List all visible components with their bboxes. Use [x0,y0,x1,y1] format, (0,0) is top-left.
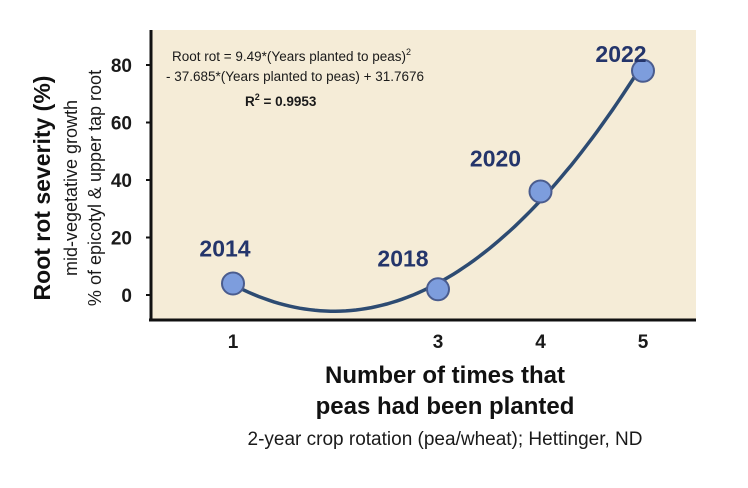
r-squared-exponent: 2 [255,92,260,102]
x-axis-title-line-1: Number of times that [325,362,565,389]
point-label-2018: 2018 [377,245,428,271]
y-axis-title: Root rot severity (%) [29,76,55,301]
point-labels: 2014 2018 2020 2022 [199,41,646,272]
data-point-2014 [221,271,245,296]
equation-line-1: Root rot = 9.49*(Years planted to peas)2 [172,47,411,64]
data-point-2020 [528,179,553,204]
data-point-2018 [426,277,450,302]
y-tick-label: 0 [121,286,132,307]
r-squared: R2 = 0.9953 [245,92,317,109]
y-tick-label: 40 [111,171,132,192]
y-tick-label: 20 [111,229,132,250]
data-point-2022 [631,58,655,83]
point-label-2014: 2014 [199,236,250,262]
data-points [221,58,655,302]
x-tick-label: 3 [433,332,444,353]
y-axis-subtitle-2: % of epicotyl & upper tap root [85,70,105,306]
y-axis-subtitle-1: mid-vegetative growth [61,100,81,276]
point-label-2020: 2020 [470,146,521,172]
y-tick-label: 80 [111,56,132,77]
point-label-2022: 2022 [595,41,646,67]
x-axis-title-line-2: peas had been planted [316,393,575,420]
equation-line-2: - 37.685*(Years planted to peas) + 31.76… [166,69,424,84]
trendline-equation: Root rot = 9.49*(Years planted to peas)2… [166,47,424,109]
chart-caption: 2-year crop rotation (pea/wheat); Hettin… [248,429,643,450]
equation-exponent: 2 [406,47,411,57]
x-tick-label: 5 [638,332,649,353]
x-tick-label: 4 [535,332,546,353]
x-ticks: 1 3 4 5 [228,332,649,353]
y-tick-label: 60 [111,114,132,135]
plot-area [151,30,696,320]
axes [149,30,696,322]
x-tick-label: 1 [228,332,239,353]
y-ticks: 0 20 40 60 80 [111,56,151,307]
